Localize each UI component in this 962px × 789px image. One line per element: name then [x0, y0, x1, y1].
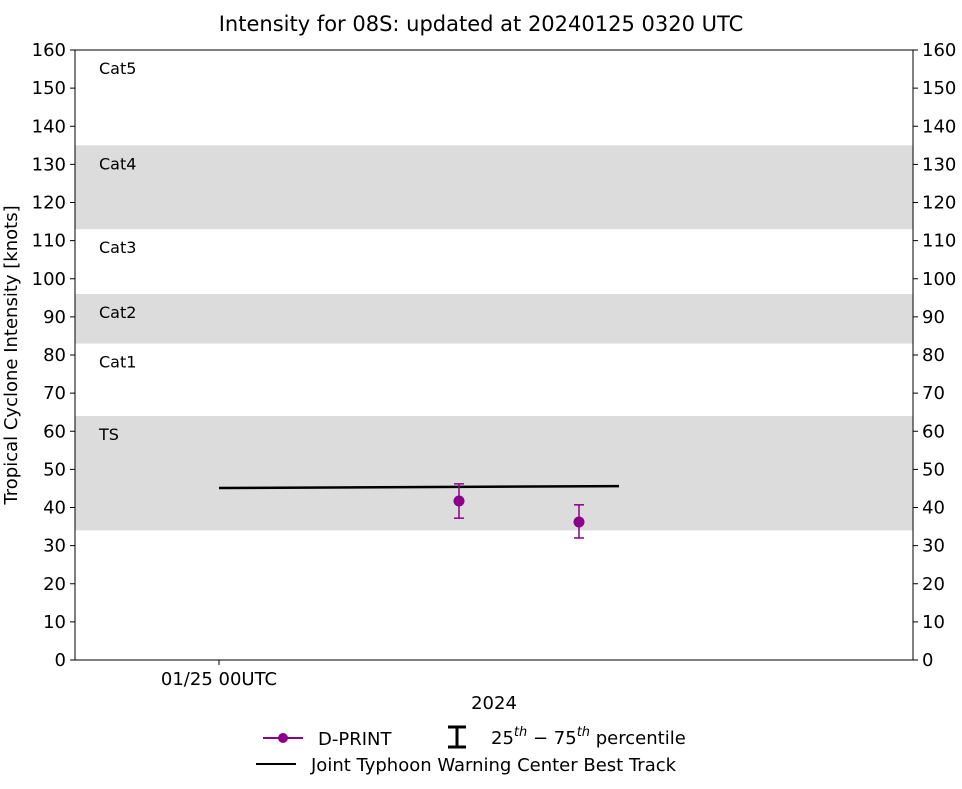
y-tick-label-left: 100: [32, 269, 66, 290]
y-tick-label-right: 130: [922, 154, 956, 175]
category-bands: TS Cat1 Cat2 Cat3 Cat4 Cat5: [75, 59, 913, 531]
y-tick-label-left: 60: [43, 421, 66, 442]
legend-percentile-label: 25th − 75th percentile: [491, 725, 686, 749]
x-ticks: 01/25 00UTC: [161, 660, 277, 690]
legend-best-track-label: Joint Typhoon Warning Center Best Track: [310, 755, 677, 776]
chart-title: Intensity for 08S: updated at 20240125 0…: [219, 12, 744, 36]
y-tick-label-left: 130: [32, 154, 66, 175]
y-tick-label-left: 40: [43, 498, 66, 519]
band-label-cat3: Cat3: [99, 238, 136, 257]
plot-frame: [74, 49, 914, 661]
y-tick-label-right: 140: [922, 116, 956, 137]
band-cat2: [75, 294, 913, 344]
y-tick-label-left: 70: [43, 383, 66, 404]
legend-errorbar-icon: [448, 725, 466, 749]
y-tick-label-left: 150: [32, 78, 66, 99]
y-tick-label-left: 160: [32, 40, 66, 61]
y-tick-label-right: 50: [922, 459, 945, 480]
y-tick-label-left: 20: [43, 574, 66, 595]
y-tick-label-left: 90: [43, 307, 66, 328]
y-tick-label-left: 10: [43, 612, 66, 633]
y-tick-label-right: 120: [922, 193, 956, 214]
y-tick-label-right: 0: [922, 650, 933, 671]
y-tick-label-right: 20: [922, 574, 945, 595]
band-label-ts: TS: [98, 425, 119, 444]
y-ticks: 0 0 10 10 20 20 30 30 40 40 50 50 60 60 70 70 80 80 90 90 10…: [32, 40, 957, 671]
x-axis-label: 2024: [471, 693, 517, 714]
y-tick-label-right: 160: [922, 40, 956, 61]
band-label-cat2: Cat2: [99, 303, 136, 322]
y-tick-label-right: 60: [922, 421, 945, 442]
y-tick-label-right: 90: [922, 307, 945, 328]
y-tick-label-right: 110: [922, 231, 956, 252]
y-tick-label-left: 140: [32, 116, 66, 137]
band-cat4: [75, 145, 913, 230]
series-marks: [218, 483, 620, 539]
y-axis-label: Tropical Cyclone Intensity [knots]: [1, 205, 22, 505]
dprint-point: [453, 495, 465, 507]
y-tick-label-right: 80: [922, 345, 945, 366]
best-track-line: [218, 484, 620, 490]
band-label-cat1: Cat1: [99, 353, 136, 372]
legend-dprint-marker: [278, 733, 288, 743]
y-tick-label-left: 110: [32, 231, 66, 252]
legend-dprint-label: D-PRINT: [318, 729, 392, 750]
y-tick-label-right: 100: [922, 269, 956, 290]
y-tick-label-left: 50: [43, 459, 66, 480]
y-tick-label-left: 120: [32, 193, 66, 214]
y-tick-label-right: 30: [922, 536, 945, 557]
y-tick-label-left: 80: [43, 345, 66, 366]
y-tick-label-right: 40: [922, 498, 945, 519]
legend: D-PRINT 25th − 75th percentile Joint Typ…: [256, 725, 686, 776]
y-tick-label-right: 70: [922, 383, 945, 404]
band-ts: [75, 416, 913, 531]
y-tick-label-right: 10: [922, 612, 945, 633]
x-tick-label: 01/25 00UTC: [161, 669, 277, 690]
band-label-cat4: Cat4: [99, 154, 136, 173]
y-tick-label-left: 30: [43, 536, 66, 557]
band-label-cat5: Cat5: [99, 59, 136, 78]
y-tick-label-right: 150: [922, 78, 956, 99]
y-tick-label-left: 0: [55, 650, 66, 671]
dprint-point: [573, 516, 585, 528]
